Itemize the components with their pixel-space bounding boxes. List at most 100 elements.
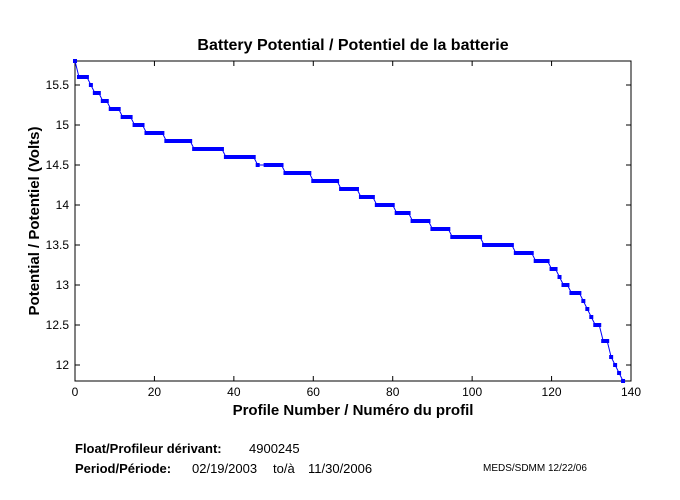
data-point xyxy=(545,259,550,263)
data-point xyxy=(192,147,197,151)
data-point xyxy=(493,243,498,247)
data-point xyxy=(279,163,284,167)
chart-title: Battery Potential / Potentiel de la batt… xyxy=(197,37,508,54)
data-point xyxy=(434,227,439,231)
data-point xyxy=(414,219,419,223)
y-tick-label: 13 xyxy=(56,278,70,292)
x-tick-label: 140 xyxy=(621,385,641,399)
data-point xyxy=(454,235,459,239)
data-point xyxy=(362,195,367,199)
data-point xyxy=(239,155,244,159)
plot-area xyxy=(74,60,632,382)
data-point xyxy=(243,155,248,159)
data-point xyxy=(255,163,260,167)
data-point xyxy=(212,147,216,151)
data-point xyxy=(204,147,209,151)
y-tick-label: 14.5 xyxy=(46,158,70,172)
data-point xyxy=(378,203,383,207)
data-point xyxy=(517,251,522,255)
data-point xyxy=(497,243,502,247)
x-tick-label: 40 xyxy=(227,385,241,399)
data-point xyxy=(124,115,129,119)
data-point xyxy=(573,291,578,295)
data-point xyxy=(374,203,379,207)
y-tick-label: 13.5 xyxy=(46,238,70,252)
data-point xyxy=(323,179,328,183)
data-point xyxy=(525,251,530,255)
data-point xyxy=(263,163,268,167)
data-point xyxy=(509,243,514,247)
data-point xyxy=(283,171,288,175)
data-point xyxy=(275,163,280,167)
data-point xyxy=(172,139,177,143)
data-point xyxy=(303,171,308,175)
data-point xyxy=(553,267,558,271)
y-tick-label: 15.5 xyxy=(46,78,70,92)
data-point xyxy=(251,155,256,159)
period-start: 02/19/2003 xyxy=(192,461,258,476)
data-point xyxy=(486,243,491,247)
data-point xyxy=(621,379,626,383)
data-point xyxy=(92,91,97,95)
data-point xyxy=(589,315,594,319)
data-point xyxy=(196,147,201,151)
data-point xyxy=(339,187,344,191)
data-point xyxy=(148,131,153,135)
y-tick-label: 14 xyxy=(56,198,70,212)
data-point xyxy=(76,75,81,79)
data-point xyxy=(609,355,614,359)
data-point xyxy=(112,107,117,111)
battery-series xyxy=(73,59,626,383)
float-label: Float/Profileur dérivant: xyxy=(75,441,222,456)
data-point xyxy=(335,179,340,183)
data-point xyxy=(227,155,232,159)
data-point xyxy=(184,139,189,143)
data-point xyxy=(235,155,240,159)
data-point xyxy=(208,147,213,151)
data-point xyxy=(120,115,125,119)
x-tick-label: 60 xyxy=(307,385,321,399)
data-point xyxy=(287,171,292,175)
data-point xyxy=(299,171,304,175)
data-point xyxy=(386,203,391,207)
data-point xyxy=(96,91,101,95)
data-point xyxy=(442,227,447,231)
data-point xyxy=(533,259,538,263)
data-point xyxy=(144,131,149,135)
data-point xyxy=(136,123,141,127)
data-point xyxy=(585,307,590,311)
data-point xyxy=(513,251,518,255)
data-point xyxy=(382,203,387,207)
data-point xyxy=(267,163,272,167)
y-tick-label: 12 xyxy=(56,358,70,372)
data-point xyxy=(104,99,109,103)
data-point xyxy=(410,219,415,223)
data-point xyxy=(116,107,121,111)
data-point xyxy=(450,235,455,239)
data-point xyxy=(331,179,336,183)
data-point xyxy=(188,139,193,143)
data-point xyxy=(354,187,359,191)
data-point xyxy=(581,299,586,303)
data-point xyxy=(482,243,487,247)
y-tick-label: 15 xyxy=(56,118,70,132)
data-point xyxy=(470,235,475,239)
data-point xyxy=(168,139,173,143)
data-point xyxy=(84,75,89,79)
data-point xyxy=(561,283,566,287)
data-point xyxy=(176,139,181,143)
data-point xyxy=(478,235,483,239)
x-axis-label: Profile Number / Numéro du profil xyxy=(233,402,474,419)
x-tick-label: 100 xyxy=(462,385,482,399)
data-point xyxy=(418,219,423,223)
y-axis-label: Potential / Potentiel (Volts) xyxy=(26,127,43,316)
period-end: 11/30/2006 xyxy=(308,461,373,476)
data-point xyxy=(271,163,276,167)
data-point xyxy=(291,171,296,175)
data-point xyxy=(462,235,467,239)
axis-ticks: 0 20 40 60 80 100 120 140 12 12.5 13 13.5 14 14.5 15 15… xyxy=(46,61,641,399)
data-point xyxy=(152,131,157,135)
data-point xyxy=(390,203,395,207)
data-point xyxy=(160,131,165,135)
